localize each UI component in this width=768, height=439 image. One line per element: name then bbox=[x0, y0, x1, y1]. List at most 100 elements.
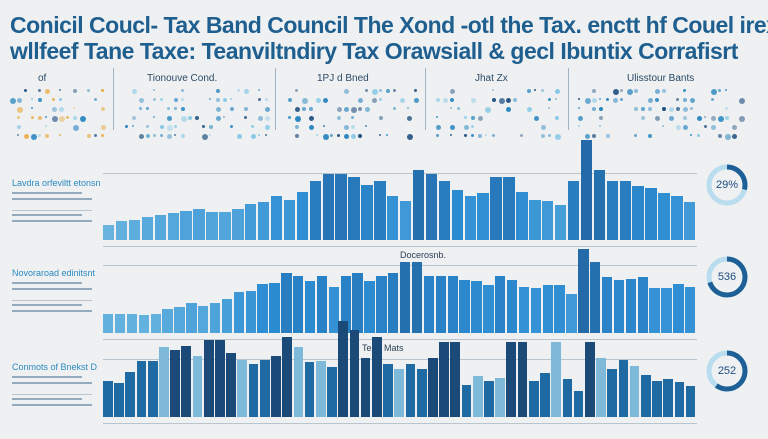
table-dot bbox=[265, 134, 267, 136]
table-dot bbox=[94, 98, 97, 101]
column-header: Ulisstour Bants bbox=[627, 73, 695, 84]
table-dot bbox=[648, 98, 653, 103]
table-dot bbox=[45, 89, 50, 94]
table-dot bbox=[407, 116, 412, 121]
bar bbox=[580, 139, 593, 240]
table-dot bbox=[323, 125, 325, 127]
table-dot bbox=[59, 134, 61, 136]
bar bbox=[495, 377, 505, 417]
table-dot bbox=[599, 98, 601, 100]
description-text-line bbox=[12, 214, 82, 216]
table-dot bbox=[662, 125, 664, 127]
table-dot bbox=[216, 116, 221, 121]
bar bbox=[530, 288, 542, 333]
table-dot bbox=[711, 125, 716, 130]
table-dot bbox=[527, 107, 532, 112]
donut-ring bbox=[706, 164, 748, 206]
table-dot bbox=[725, 116, 729, 120]
table-dot bbox=[309, 107, 313, 111]
bar bbox=[215, 340, 225, 417]
bar bbox=[293, 347, 304, 417]
table-dot bbox=[471, 125, 474, 128]
bar bbox=[472, 376, 483, 417]
table-dot bbox=[73, 89, 77, 93]
table-dot bbox=[52, 98, 55, 101]
bar bbox=[374, 181, 386, 240]
donut-value: 29% bbox=[715, 179, 739, 191]
table-dot bbox=[139, 134, 144, 139]
table-dot bbox=[351, 107, 357, 113]
table-dot bbox=[499, 98, 505, 104]
table-dot bbox=[17, 98, 22, 103]
table-dot bbox=[160, 125, 164, 129]
table-dot bbox=[676, 125, 681, 130]
table-dot bbox=[613, 89, 619, 95]
bar bbox=[364, 281, 375, 333]
table-dot bbox=[443, 98, 448, 103]
bar bbox=[573, 391, 584, 417]
table-dot bbox=[216, 107, 221, 112]
table-dot bbox=[160, 98, 163, 101]
bar bbox=[542, 201, 554, 240]
table-dot bbox=[704, 125, 707, 128]
table-dot bbox=[555, 134, 561, 140]
table-dot bbox=[45, 134, 49, 138]
table-dot bbox=[31, 134, 37, 140]
table-dot bbox=[578, 98, 580, 100]
table-dot bbox=[160, 134, 163, 137]
bar bbox=[464, 195, 476, 240]
table-dot bbox=[506, 107, 511, 112]
table-dot bbox=[337, 134, 340, 137]
table-dot bbox=[711, 89, 717, 95]
table-dot bbox=[676, 107, 680, 111]
bar bbox=[412, 170, 425, 240]
table-dot bbox=[464, 134, 467, 137]
table-dot bbox=[73, 125, 79, 131]
table-dot bbox=[548, 98, 551, 101]
top-gridline bbox=[103, 359, 697, 360]
table-dot bbox=[223, 98, 227, 102]
table-dot bbox=[251, 125, 254, 128]
bar bbox=[304, 281, 316, 333]
bar bbox=[477, 193, 489, 240]
bar bbox=[423, 275, 435, 333]
table-dot bbox=[94, 134, 97, 137]
bar bbox=[335, 174, 347, 240]
bar bbox=[584, 341, 595, 417]
table-dot bbox=[80, 116, 86, 122]
bar bbox=[186, 303, 197, 333]
description-text-line bbox=[12, 304, 82, 306]
table-dot bbox=[265, 98, 268, 101]
table-dot bbox=[344, 89, 349, 94]
table-dot bbox=[31, 116, 34, 119]
bar bbox=[136, 361, 147, 417]
bar bbox=[232, 209, 244, 240]
bar bbox=[562, 378, 573, 417]
table-dot bbox=[683, 98, 687, 102]
bar bbox=[293, 275, 304, 333]
bar bbox=[637, 277, 648, 333]
table-dot bbox=[337, 107, 342, 112]
table-dot bbox=[337, 116, 341, 120]
table-dot bbox=[634, 134, 637, 137]
table-dot bbox=[400, 98, 405, 103]
title-line-2: wllfeef Tane Taxe: Teanviltndiry Tax Ora… bbox=[10, 38, 738, 64]
table-dot bbox=[351, 134, 356, 139]
bar bbox=[461, 384, 472, 417]
table-dot bbox=[59, 89, 61, 91]
description-text-line bbox=[12, 376, 82, 378]
table-dot bbox=[711, 98, 714, 101]
bar bbox=[309, 181, 321, 240]
divider bbox=[113, 68, 114, 130]
table-dot bbox=[202, 134, 208, 140]
table-dot bbox=[209, 125, 213, 129]
table-dot bbox=[606, 134, 610, 138]
bar bbox=[416, 369, 427, 417]
table-dot bbox=[52, 107, 57, 112]
table-dot bbox=[59, 107, 64, 112]
table-dot bbox=[669, 107, 674, 112]
table-dot bbox=[555, 89, 560, 94]
table-dot bbox=[31, 107, 33, 109]
bar bbox=[506, 279, 518, 333]
table-dot bbox=[478, 134, 482, 138]
